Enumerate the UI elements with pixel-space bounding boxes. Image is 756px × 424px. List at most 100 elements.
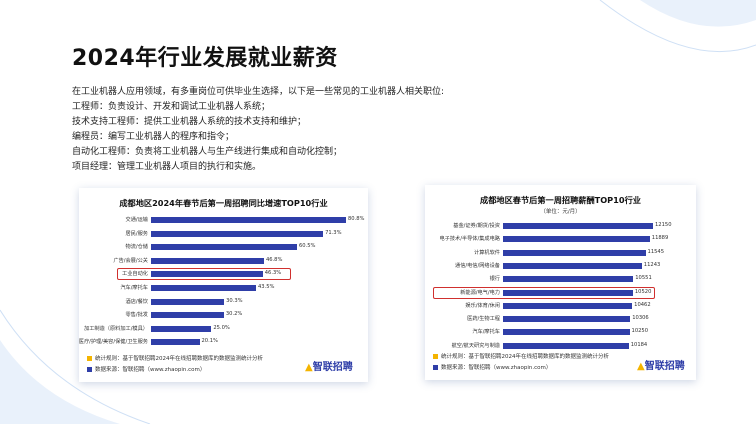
bar-row: 汽车/摩托车 10250 — [425, 326, 696, 338]
data-bar — [151, 298, 225, 305]
data-bar — [503, 249, 646, 256]
category-label: 医药/生物工程 — [467, 316, 500, 323]
page-title: 2024年行业发展就业薪资 — [72, 46, 338, 71]
value-label: 10551 — [635, 275, 652, 282]
category-label: 汽车/摩托车 — [472, 329, 500, 336]
category-label: 银行 — [489, 276, 500, 283]
category-label: 电子技术/半导体/集成电路 — [439, 236, 500, 243]
category-label: 交通/运输 — [125, 217, 149, 223]
bar-row: 汽车/摩托车 43.5% — [79, 282, 368, 294]
left-rule-text: 统计规则：基于智联招聘2024年在线招聘数据库的数据监测统计分析 — [95, 356, 263, 362]
salary-chart-unit: （单位：元/月） — [540, 209, 581, 215]
data-bar — [503, 316, 631, 323]
bar-row: 医疗/护理/美容/保健/卫生服务 20.1% — [79, 336, 368, 348]
blue-square-icon — [87, 366, 92, 372]
data-bar — [151, 339, 200, 346]
value-label: 11889 — [651, 235, 669, 242]
category-label: 零售/批发 — [125, 312, 149, 319]
data-bar — [151, 217, 346, 223]
value-label: 71.3% — [325, 229, 342, 236]
highlight-box — [117, 268, 291, 281]
value-label: 43.5% — [257, 284, 275, 290]
value-label: 10462 — [634, 301, 651, 308]
data-bar — [503, 302, 633, 309]
data-bar — [503, 223, 653, 229]
data-bar — [151, 257, 264, 264]
data-bar — [503, 236, 650, 243]
bar-row: 零售/批发 30.2% — [79, 309, 368, 321]
bar-row: 娱乐/体育/休闲 10462 — [425, 300, 696, 312]
category-label: 通信/电信/网络设备 — [455, 262, 500, 269]
value-label: 30.2% — [225, 311, 243, 318]
category-label: 医疗/护理/美容/保健/卫生服务 — [78, 339, 148, 346]
data-bar — [503, 289, 633, 296]
bar-row: 工业自动化 46.3% — [79, 268, 368, 281]
data-bar — [503, 276, 634, 283]
data-bar — [151, 312, 224, 319]
bar-row: 银行 10551 — [425, 273, 696, 285]
bar-row: 计算机软件 11545 — [425, 247, 696, 259]
intro-line: 技术支持工程师：提供工业机器人系统的技术支持和维护； — [72, 117, 307, 127]
category-label: 物流/仓储 — [125, 244, 149, 251]
growth-chart-title: 成都地区2024年春节后第一周招聘同比增速TOP10行业 — [119, 198, 328, 208]
intro-line: 工程师：负责设计、开发和调试工业机器人系统； — [72, 102, 271, 112]
bar-row: 居民/服务 71.3% — [79, 228, 368, 240]
data-bar — [503, 262, 642, 269]
bar-row: 物流/仓储 60.5% — [79, 241, 368, 253]
category-label: 广告/会展/公关 — [113, 257, 148, 264]
category-label: 航空/航天研究与制造 — [451, 342, 500, 349]
value-label: 12150 — [655, 222, 672, 228]
category-label: 娱乐/体育/休闲 — [465, 302, 500, 309]
bar-row: 新能源/电气/电力 10520 — [425, 286, 696, 299]
value-label: 46.8% — [265, 256, 283, 263]
category-label: 新能源/电气/电力 — [460, 289, 500, 296]
data-bar — [151, 271, 263, 278]
bar-row: 电子技术/半导体/集成电路 11889 — [425, 233, 696, 245]
category-label: 工业自动化 — [122, 271, 148, 278]
value-label: 11545 — [647, 248, 665, 255]
bar-row: 医药/生物工程 10306 — [425, 313, 696, 325]
intro-paragraph: 在工业机器人应用领域，有多重岗位可供毕业生选择，以下是一些常见的工业机器人相关职… — [72, 85, 632, 175]
category-label: 居民/服务 — [125, 230, 149, 237]
intro-line: 编程员：编写工业机器人的程序和指令； — [72, 132, 235, 142]
highlight-box — [433, 286, 655, 299]
yellow-square-icon — [433, 353, 438, 359]
data-bar — [151, 230, 324, 237]
value-label: 10250 — [631, 328, 649, 335]
category-label: 加工制造（原料加工/模具） — [84, 325, 148, 332]
data-bar — [151, 285, 256, 291]
bar-row: 基金/证券/期货/投资 12150 — [425, 220, 696, 232]
salary-chart-title: 成都地区春节后第一周招聘薪酬TOP10行业 — [480, 195, 641, 205]
zhaopin-logo: ▲智联招聘 — [637, 361, 685, 372]
growth-chart-panel: 成都地区2024年春节后第一周招聘同比增速TOP10行业 交通/运输 80.8% 居… — [79, 188, 368, 382]
value-label: 11243 — [643, 261, 661, 268]
category-label: 计算机软件 — [474, 249, 500, 256]
value-label: 10184 — [630, 341, 648, 348]
left-source-note: 数据来源：智联招聘（www.zhaopin.com） — [87, 365, 205, 373]
category-label: 酒店/餐饮 — [125, 298, 149, 305]
data-bar — [151, 244, 297, 251]
value-label: 46.3% — [264, 270, 282, 277]
left-rule-note: 统计规则：基于智联招聘2024年在线招聘数据库的数据监测统计分析 — [87, 354, 263, 362]
value-label: 25.0% — [213, 324, 230, 331]
right-source-text: 数据来源：智联招聘（www.zhaopin.com） — [441, 365, 552, 371]
right-source-note: 数据来源：智联招聘（www.zhaopin.com） — [433, 363, 551, 371]
bar-row: 广告/会展/公关 46.8% — [79, 255, 368, 267]
bar-row: 航空/航天研究与制造 10184 — [425, 340, 696, 352]
bar-row: 加工制造（原料加工/模具） 25.0% — [79, 323, 368, 335]
intro-line: 在工业机器人应用领域，有多重岗位可供毕业生选择，以下是一些常见的工业机器人相关职… — [72, 87, 445, 97]
bar-row: 通信/电信/网络设备 11243 — [425, 260, 696, 272]
value-label: 10306 — [632, 315, 649, 322]
bar-row: 交通/运输 80.8% — [79, 214, 368, 226]
left-source-text: 数据来源：智联招聘（www.zhaopin.com） — [95, 367, 206, 373]
right-rule-note: 统计规则：基于智联招聘2024年在线招聘数据库的数据监测统计分析 — [433, 352, 609, 360]
value-label: 30.3% — [226, 297, 243, 304]
zhaopin-logo: ▲智联招聘 — [305, 362, 353, 373]
right-rule-text: 统计规则：基于智联招聘2024年在线招聘数据库的数据监测统计分析 — [441, 354, 609, 360]
data-bar — [503, 329, 630, 336]
value-label: 10520 — [634, 288, 652, 295]
category-label: 汽车/摩托车 — [120, 285, 148, 291]
data-bar — [151, 325, 212, 332]
data-bar — [503, 342, 629, 349]
